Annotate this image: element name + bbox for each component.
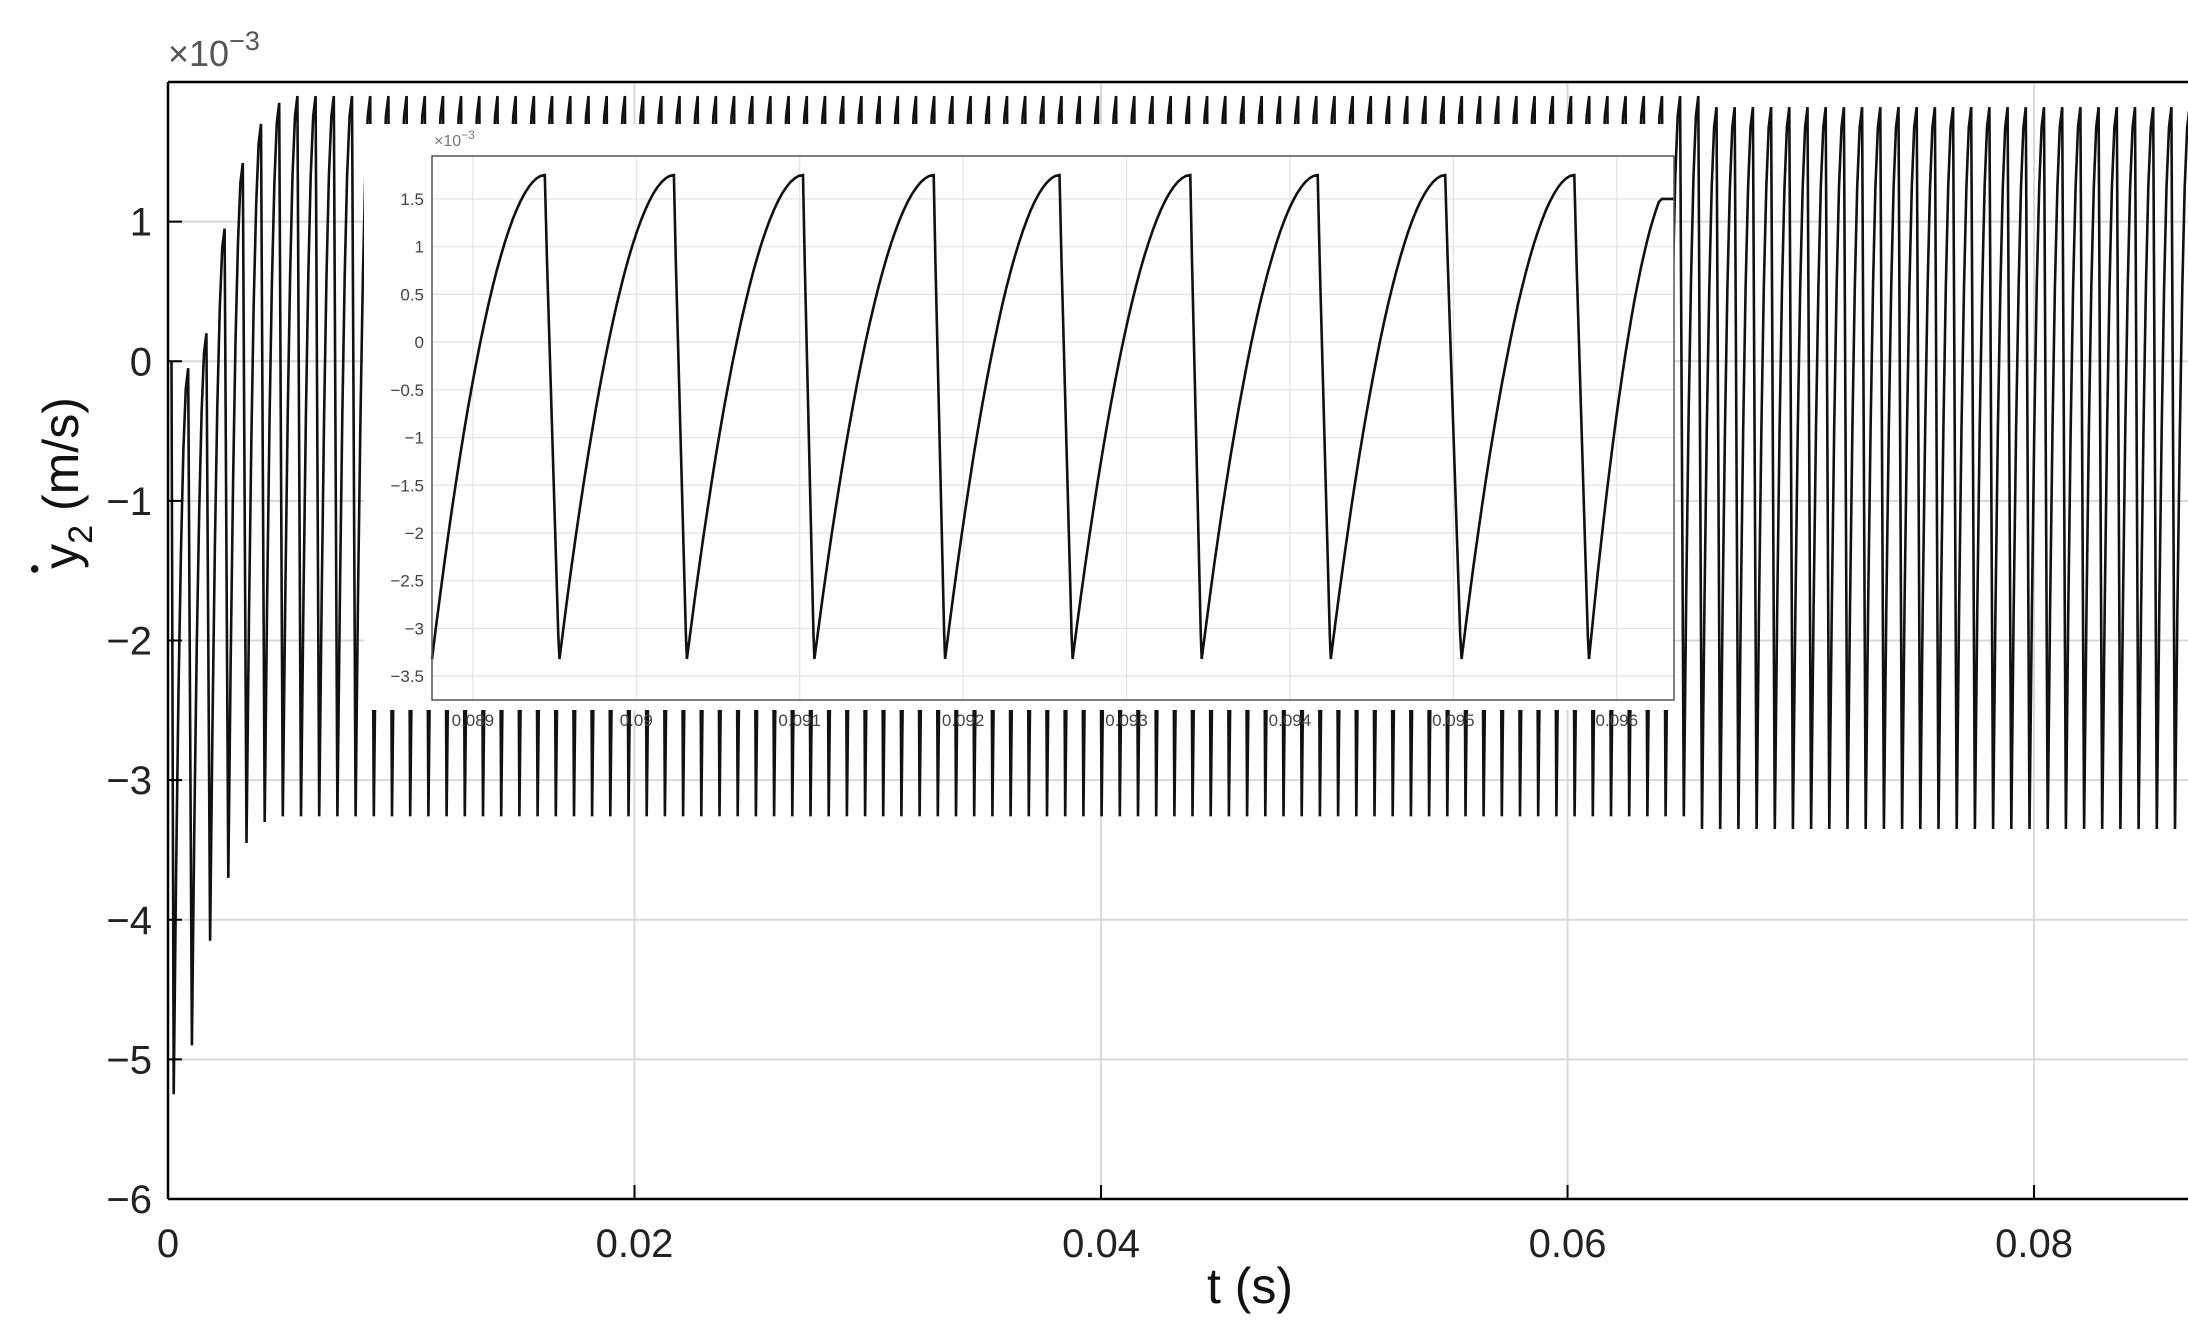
inset-y-tick-label: −2.5 (390, 572, 424, 591)
y-tick-label: −5 (106, 1038, 152, 1082)
inset-x-tick-label: 0.093 (1105, 711, 1148, 730)
x-axis-label: t (s) (1207, 1258, 1293, 1314)
inset-axes (431, 155, 1675, 701)
inset-x-tick-label: 0.094 (1269, 711, 1312, 730)
inset-chart: 0.089 0.09 0.091 0.092 0.093 0.094 0.095 0.096 1… (364, 124, 1675, 730)
y-tick-label: −3 (106, 759, 152, 803)
y-exponent-base: ×10 (168, 33, 229, 74)
inset-x-tick-label: 0.091 (778, 711, 821, 730)
y-exponent-power: −3 (229, 26, 260, 56)
x-tick-label: 0.04 (1062, 1222, 1140, 1266)
inset-y-tick-label: −1.5 (390, 476, 424, 495)
inset-y-tick-label: −1 (405, 429, 424, 448)
inset-x-tick-label: 0.096 (1596, 711, 1639, 730)
y-tick-label: 0 (130, 340, 152, 384)
x-tick-label: 0 (157, 1222, 179, 1266)
inset-y-tick-label: 1.5 (400, 190, 424, 209)
inset-y-tick-label: 1 (415, 238, 424, 257)
inset-tick-labels: 0.089 0.09 0.091 0.092 0.093 0.094 0.095 0.096 1… (390, 190, 1638, 730)
inset-y-tick-label: −2 (405, 524, 424, 543)
inset-series-line (430, 173, 1674, 660)
inset-y-exponent-label: ×10−3 (434, 128, 475, 150)
y-tick-label: −1 (106, 480, 152, 524)
x-tick-label: 0.08 (1995, 1222, 2073, 1266)
inset-x-tick-label: 0.09 (620, 711, 653, 730)
inset-series-path (430, 173, 1674, 660)
y-axis-label-unit: (m/s) (33, 397, 89, 511)
inset-x-tick-label: 0.092 (942, 711, 985, 730)
svg-text:×10−3: ×10−3 (168, 26, 260, 74)
y-tick-label: −6 (106, 1178, 152, 1222)
inset-y-tick-label: 0.5 (400, 285, 424, 304)
inset-y-tick-label: −3.5 (390, 667, 424, 686)
y-axis-label-subscript: 2 (62, 525, 100, 544)
inset-x-tick-label: 0.089 (452, 711, 495, 730)
inset-frame (431, 155, 1675, 701)
inset-x-tick-label: 0.095 (1432, 711, 1475, 730)
y-axis-label-symbol: y (33, 544, 89, 569)
inset-y-tick-label: 0 (415, 333, 424, 352)
y-exponent-label: ×10−3 (168, 26, 260, 74)
x-tick-label: 0.06 (1529, 1222, 1607, 1266)
y-axis-label: y2 (m/s) • (19, 397, 100, 574)
y-tick-label: 1 (130, 201, 152, 245)
svg-text:y2 (m/s): y2 (m/s) (33, 397, 100, 569)
inset-y-tick-label: −3 (405, 619, 424, 638)
inset-y-exponent-base: ×10 (434, 133, 461, 150)
inset-y-exponent-power: −3 (461, 128, 475, 142)
inset-background (364, 124, 1674, 710)
y-tick-label: −2 (106, 620, 152, 664)
inset-grid (432, 156, 1674, 700)
y-axis-label-dot: • (19, 564, 50, 574)
y-tick-label: −4 (106, 899, 152, 943)
inset-y-tick-label: −0.5 (390, 381, 424, 400)
x-tick-label: 0.02 (596, 1222, 674, 1266)
main-tick-labels: 0 0.02 0.04 0.06 0.08 −6 −5 −4 −3 −2 −1 0 1 (106, 201, 2073, 1266)
